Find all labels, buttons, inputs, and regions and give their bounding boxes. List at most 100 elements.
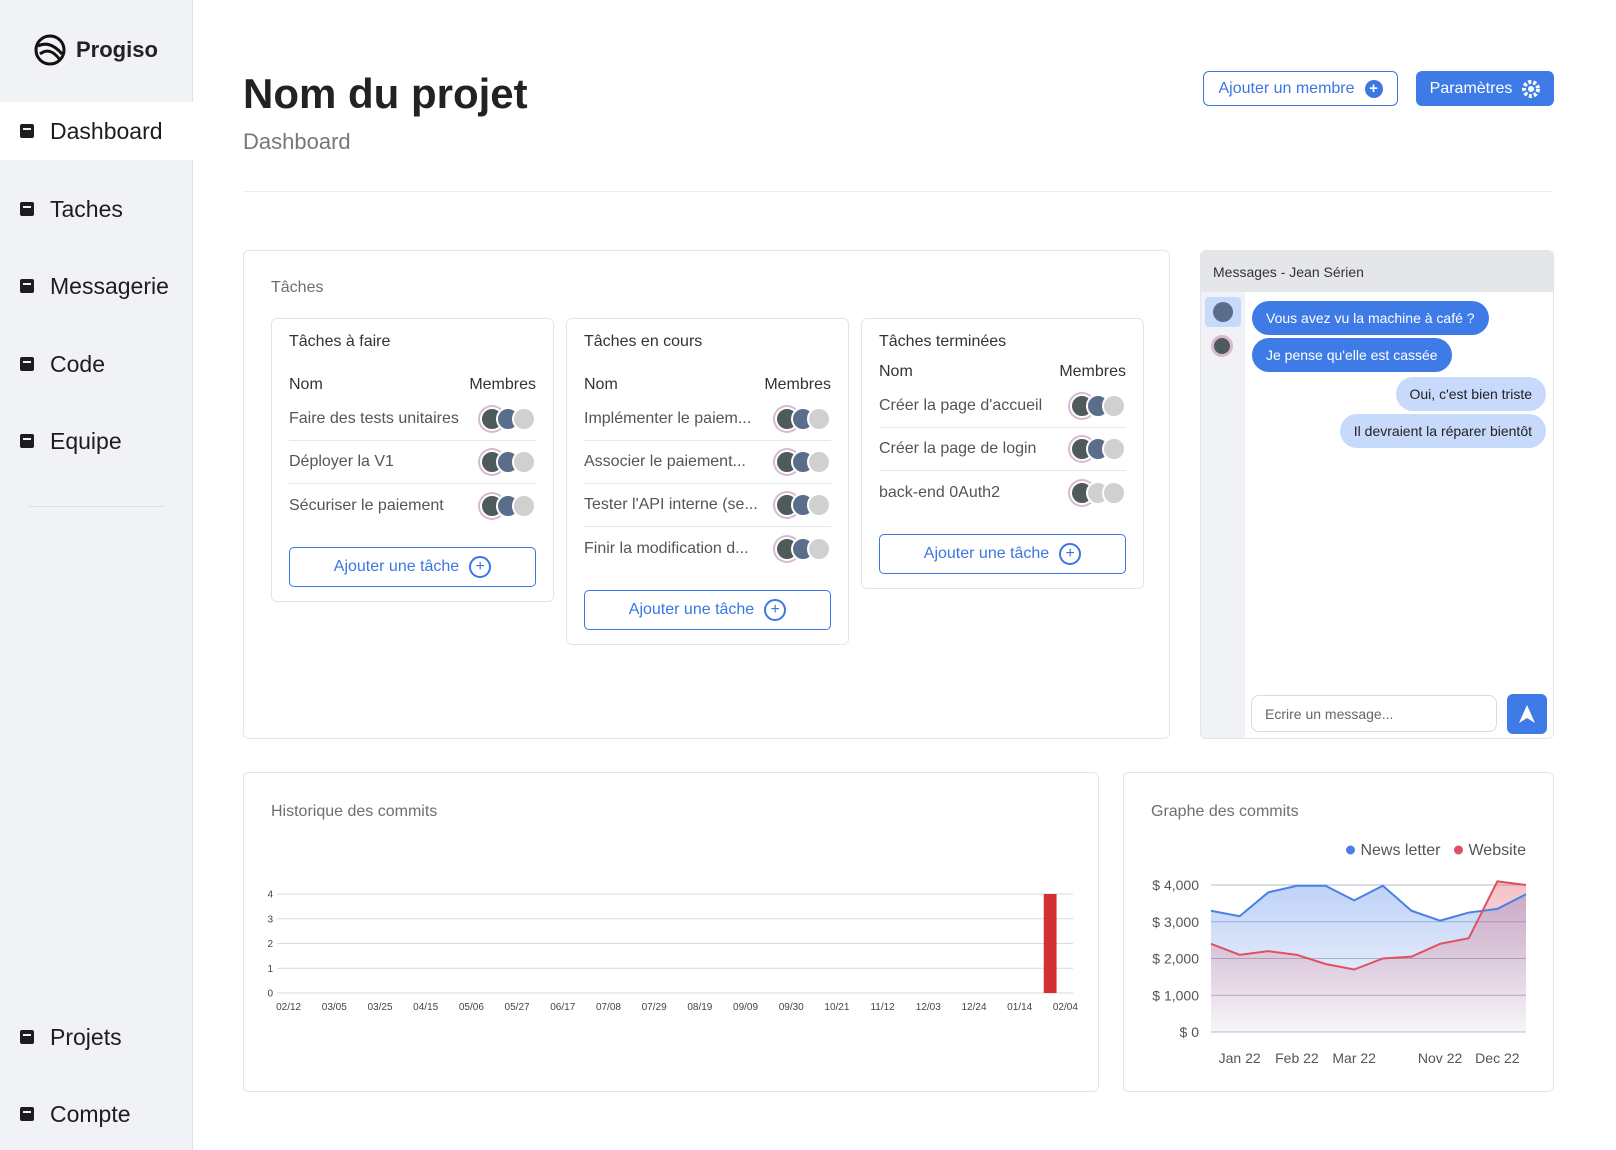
y-tick-label: $ 1,000 xyxy=(1152,987,1199,1003)
add-task-button[interactable]: Ajouter une tâche + xyxy=(879,534,1126,574)
x-tick-label: Feb 22 xyxy=(1275,1050,1319,1066)
send-button[interactable] xyxy=(1507,694,1547,734)
x-tick-label: 04/15 xyxy=(413,1002,438,1013)
nav-item[interactable]: Projets xyxy=(0,1008,193,1066)
x-tick-label: 11/12 xyxy=(870,1002,895,1013)
avatar xyxy=(512,493,536,518)
nav-label: Dashboard xyxy=(50,117,163,144)
nav-item[interactable]: Messagerie xyxy=(0,257,193,315)
x-tick-label: Nov 22 xyxy=(1418,1050,1463,1066)
page-subtitle: Dashboard xyxy=(243,129,351,154)
x-tick-label: 09/30 xyxy=(779,1002,804,1013)
members xyxy=(480,407,536,431)
logo-icon xyxy=(34,34,66,66)
header-divider xyxy=(243,191,1553,192)
task-row[interactable]: Faire des tests unitaires xyxy=(289,398,536,441)
add-task-button[interactable]: Ajouter une tâche + xyxy=(289,547,536,587)
members xyxy=(1070,394,1126,418)
y-tick-label: 4 xyxy=(267,890,273,901)
nav-item[interactable]: Code xyxy=(0,335,193,393)
avatar xyxy=(1213,302,1233,322)
x-tick-label: 12/24 xyxy=(961,1002,986,1013)
legend-dot xyxy=(1453,845,1463,855)
nav-icon xyxy=(20,124,34,138)
add-member-button[interactable]: Ajouter un membre + xyxy=(1203,71,1398,106)
avatar xyxy=(807,450,831,474)
brand: Progiso xyxy=(76,37,158,62)
x-tick-label: 07/08 xyxy=(596,1002,621,1013)
x-tick-label: 03/25 xyxy=(367,1002,392,1013)
task-row[interactable]: Créer la page d'accueil xyxy=(879,385,1126,428)
task-name: Tester l'API interne (se... xyxy=(584,496,758,513)
members-header: Membres xyxy=(764,376,831,393)
y-tick-label: $ 2,000 xyxy=(1152,951,1199,967)
contact[interactable] xyxy=(1211,335,1233,357)
legend-label: Website xyxy=(1468,842,1526,859)
messages-card: Messages - Jean Sérien Ecrire un message… xyxy=(1200,250,1554,739)
send-icon xyxy=(1519,705,1535,723)
x-tick-label: Jan 22 xyxy=(1219,1050,1261,1066)
nav-icon xyxy=(20,434,34,448)
members xyxy=(775,493,831,517)
task-row[interactable]: Déployer la V1 xyxy=(289,441,536,484)
avatar xyxy=(807,536,831,561)
contacts-bar xyxy=(1201,292,1245,738)
task-row[interactable]: Tester l'API interne (se... xyxy=(584,484,831,527)
avatar xyxy=(807,407,831,431)
x-tick-label: 06/17 xyxy=(550,1002,575,1013)
contact[interactable] xyxy=(1205,297,1241,327)
chart-title: Graphe des commits xyxy=(1151,803,1299,820)
members xyxy=(480,493,536,518)
task-column: Tâches en cours Nom Membres Implémenter le … xyxy=(566,318,849,645)
nav-item[interactable]: Equipe xyxy=(0,412,193,470)
task-name: Implémenter le paiem... xyxy=(584,410,752,427)
task-row[interactable]: Finir la modification d... xyxy=(584,527,831,570)
members-header: Membres xyxy=(1059,363,1126,380)
y-tick-label: $ 3,000 xyxy=(1152,914,1199,930)
nav-label: Projets xyxy=(50,1023,122,1050)
settings-button[interactable]: Paramètres xyxy=(1416,71,1554,106)
members xyxy=(775,536,831,561)
column-header: Nom Membres xyxy=(879,363,1126,385)
task-column: Tâches terminées Nom Membres Créer la page … xyxy=(861,318,1144,589)
task-row[interactable]: Implémenter le paiem... xyxy=(584,398,831,441)
plus-icon: + xyxy=(764,599,787,621)
nav-item[interactable]: Taches xyxy=(0,180,193,238)
column-title: Tâches à faire xyxy=(289,333,391,350)
task-column: Tâches à faire Nom Membres Faire des tests … xyxy=(271,318,554,602)
nav-item[interactable]: Dashboard xyxy=(0,102,193,160)
task-row[interactable]: Sécuriser le paiement xyxy=(289,484,536,527)
members xyxy=(1070,480,1126,505)
gear-icon xyxy=(1522,79,1541,98)
task-row[interactable]: Créer la page de login xyxy=(879,428,1126,471)
chart-title: Historique des commits xyxy=(271,803,437,820)
y-tick-label: $ 4,000 xyxy=(1152,877,1199,893)
column-header: Nom Membres xyxy=(289,376,536,398)
logo[interactable]: Progiso xyxy=(34,34,158,66)
task-row[interactable]: Associer le paiement... xyxy=(584,441,831,484)
task-row[interactable]: back-end 0Auth2 xyxy=(879,471,1126,514)
nav-label: Equipe xyxy=(50,427,122,454)
add-task-button[interactable]: Ajouter une tâche + xyxy=(584,590,831,630)
message-bubble: Je pense qu'elle est cassée xyxy=(1252,338,1452,372)
card-title: Tâches xyxy=(271,279,324,296)
name-header: Nom xyxy=(584,376,618,393)
message-bubble: Vous avez vu la machine à café ? xyxy=(1252,301,1489,335)
plus-icon: + xyxy=(469,556,492,578)
button-label: Ajouter une tâche xyxy=(628,601,755,618)
message-input[interactable]: Ecrire un message... xyxy=(1251,695,1497,732)
x-tick-label: Dec 22 xyxy=(1475,1050,1520,1066)
nav-icon xyxy=(20,1030,34,1044)
nav-item[interactable]: Compte xyxy=(0,1085,193,1143)
nav-icon xyxy=(20,279,34,293)
members xyxy=(775,407,831,431)
y-tick-label: 1 xyxy=(267,964,273,975)
task-name: Finir la modification d... xyxy=(584,539,749,557)
x-tick-label: 01/14 xyxy=(1007,1002,1032,1013)
y-tick-label: 0 xyxy=(267,989,273,1000)
plus-icon: + xyxy=(1059,543,1082,565)
nav-label: Taches xyxy=(50,195,123,222)
task-list: Faire des tests unitaires Déployer la V1 S… xyxy=(289,398,536,527)
